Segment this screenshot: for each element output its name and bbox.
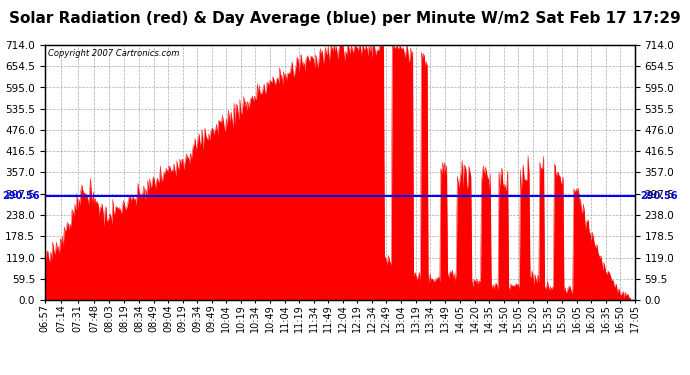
Text: 290.56: 290.56 [640, 191, 678, 201]
Text: Solar Radiation (red) & Day Average (blue) per Minute W/m2 Sat Feb 17 17:29: Solar Radiation (red) & Day Average (blu… [9, 11, 681, 26]
Text: 290.56: 290.56 [2, 191, 39, 201]
Text: Copyright 2007 Cartronics.com: Copyright 2007 Cartronics.com [48, 49, 179, 58]
